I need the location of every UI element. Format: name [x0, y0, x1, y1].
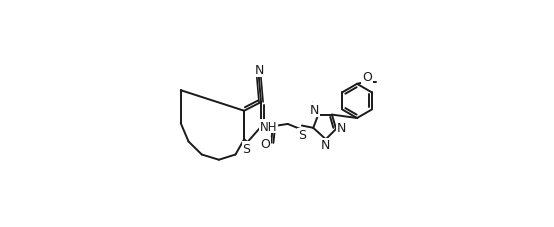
Text: N: N [336, 122, 346, 135]
Text: S: S [298, 128, 306, 142]
Text: NH: NH [260, 120, 277, 133]
Text: N: N [254, 64, 264, 77]
Text: S: S [242, 142, 250, 155]
Text: N: N [321, 139, 331, 152]
Text: N: N [310, 104, 319, 117]
Text: O: O [362, 71, 372, 84]
Text: O: O [261, 138, 270, 151]
